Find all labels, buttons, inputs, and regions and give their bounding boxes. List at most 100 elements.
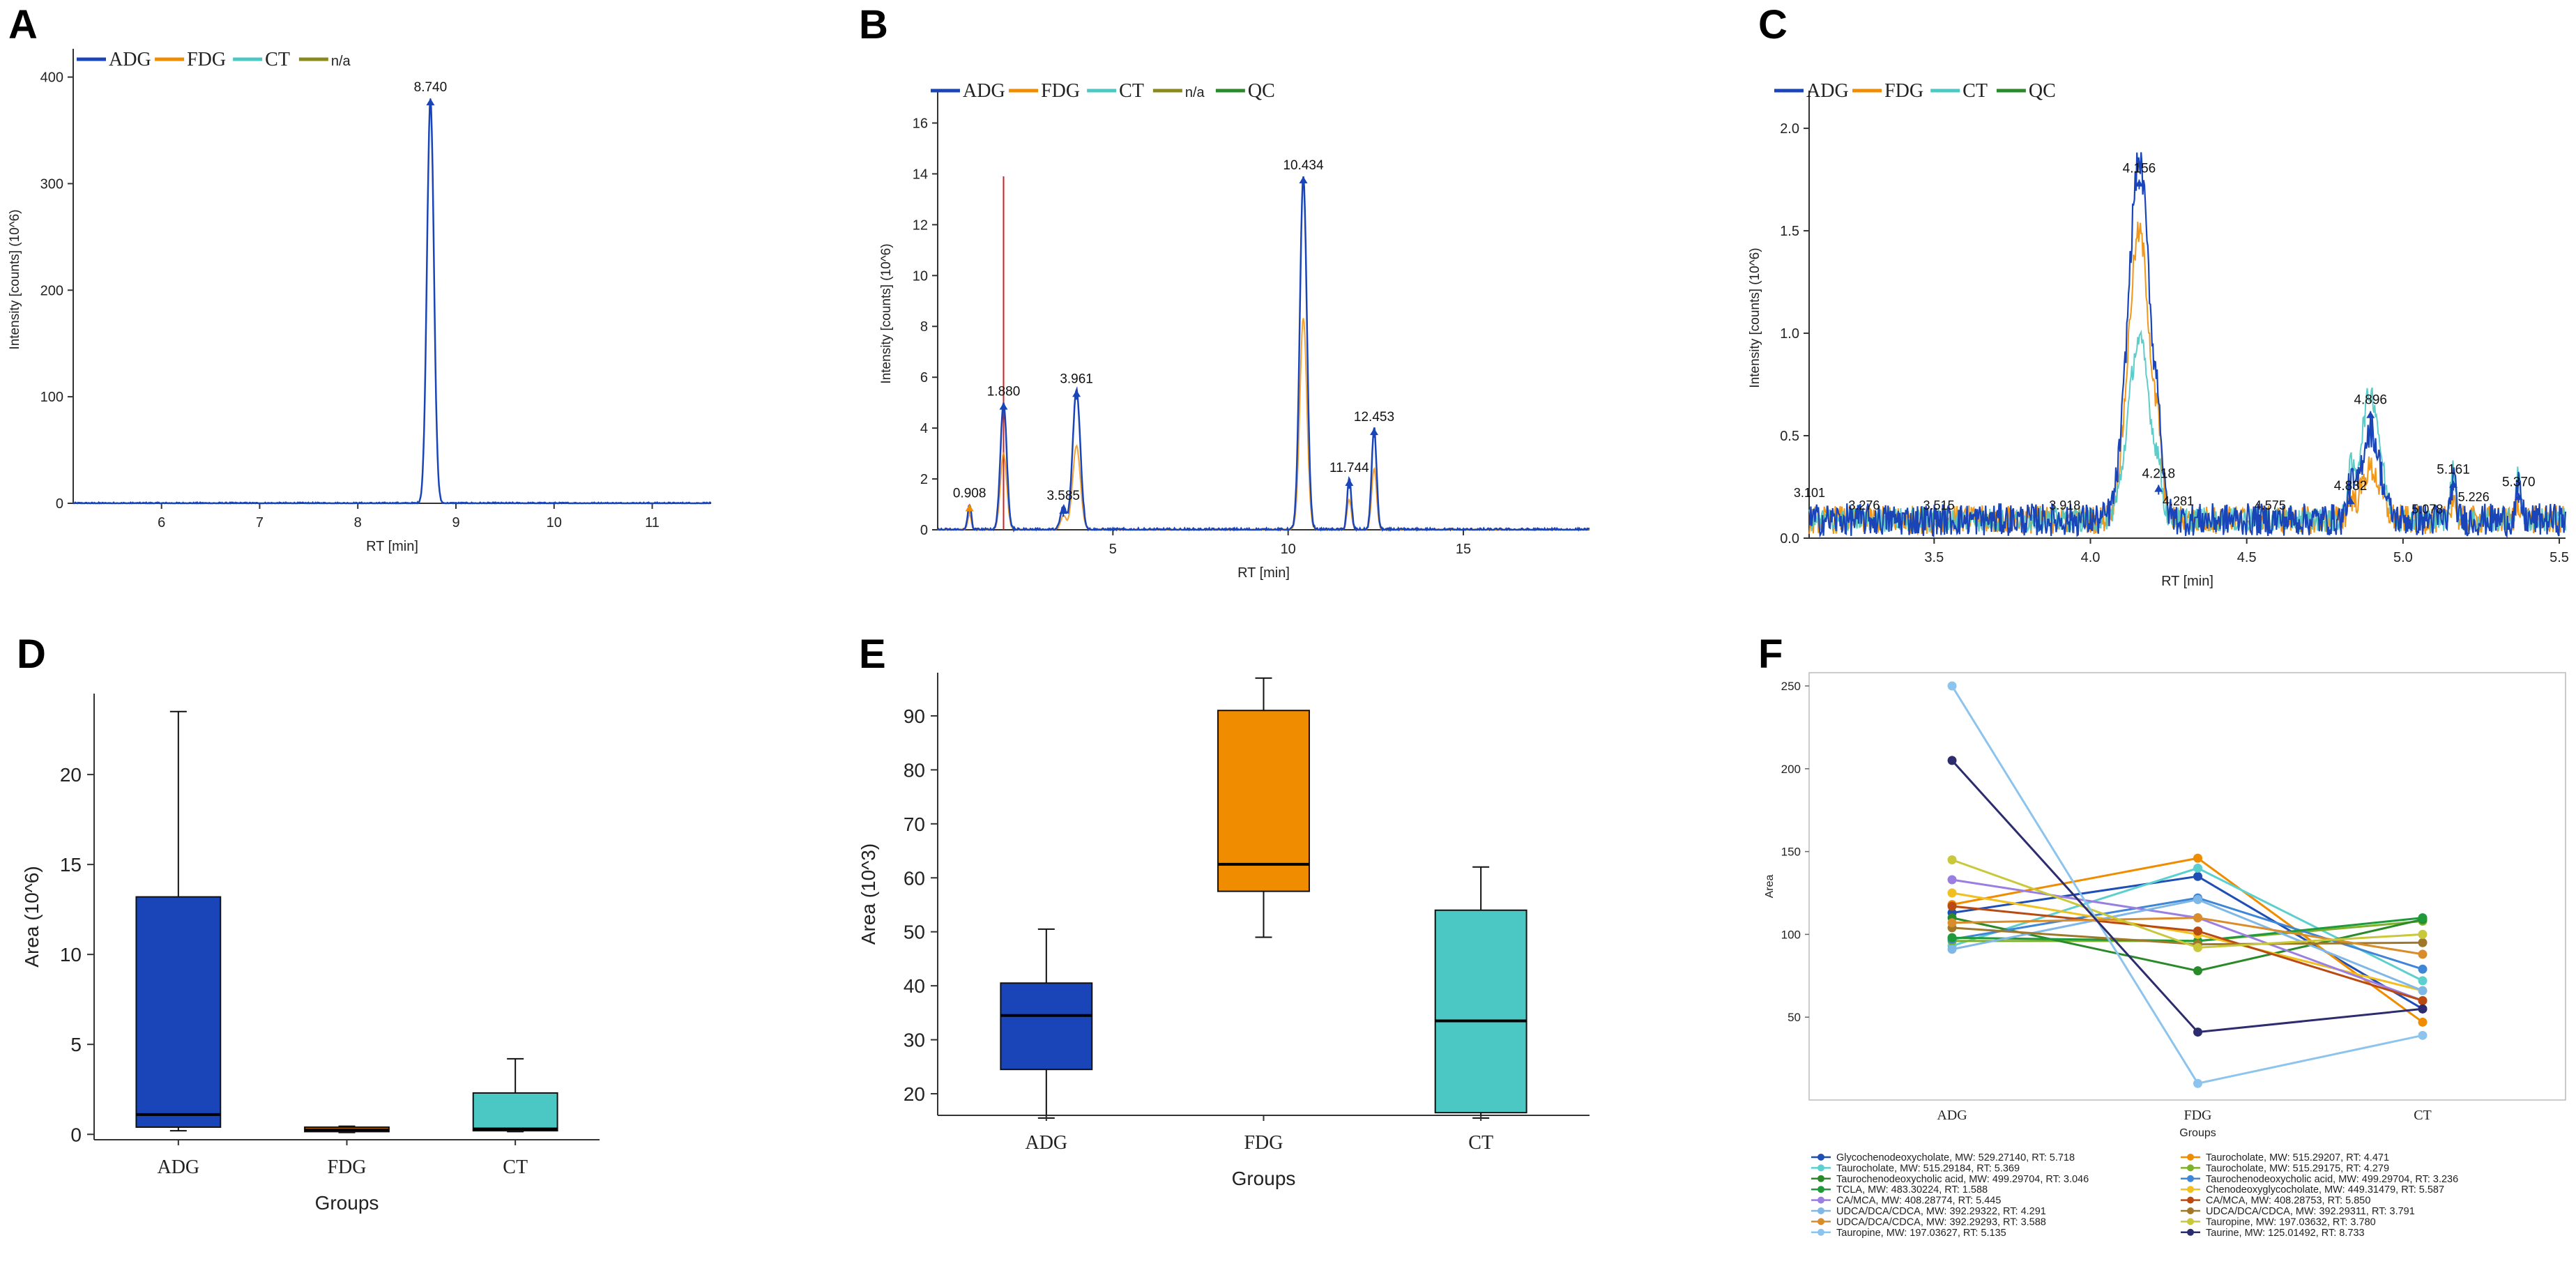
x-tick-label-C: 5.5 — [2550, 550, 2569, 565]
y-tick-label-A: 0 — [56, 496, 63, 512]
y-tick-label-E: 40 — [904, 975, 925, 997]
legend-marker-F — [2187, 1196, 2194, 1204]
y-tick-label-B: 10 — [913, 268, 928, 284]
legend-marker-F — [1817, 1186, 1824, 1193]
legend-label-ADG: ADG — [109, 49, 151, 70]
chart-E: 20 30 40 50 60 70 80 90 ADG FDG CT Groups Area (10^3… — [858, 673, 1590, 1189]
series-point-F — [2193, 966, 2202, 976]
trace-A-ADG — [73, 99, 712, 505]
x-tick-label-F: FDG — [2183, 1108, 2211, 1123]
series-point-F — [1947, 933, 1957, 942]
rt-label-C: 3.101 — [1794, 486, 1825, 500]
peak-label-B: 0.908 — [953, 487, 986, 501]
legend-label-CT: CT — [1963, 80, 1988, 102]
panel-label-E: E — [859, 632, 886, 677]
x-tick-label-A: 8 — [354, 515, 362, 530]
legend-marker-F — [1817, 1207, 1824, 1214]
peak-label-C: 5.370 — [2502, 475, 2536, 489]
series-point-F — [1947, 945, 1957, 954]
peak-label-B: 11.744 — [1329, 461, 1369, 475]
legend-marker-F — [2187, 1228, 2194, 1236]
series-point-F — [2418, 929, 2428, 939]
y-tick-label-F: 100 — [1781, 928, 1801, 941]
y-tick-label-B: 2 — [920, 472, 928, 487]
panel-label-F: F — [1758, 632, 1783, 677]
x-tick-label-B: 5 — [1109, 542, 1117, 557]
peak-label-C: 4.832 — [2334, 479, 2368, 494]
x-tick-label-A: 11 — [645, 515, 660, 530]
panel-label-B: B — [859, 2, 888, 47]
series-point-F — [2193, 1078, 2202, 1088]
y-axis-title-F: Area — [1764, 875, 1776, 899]
legend-label-F: Taurochenodeoxycholic acid, MW: 499.2970… — [2206, 1174, 2458, 1185]
legend-marker-F — [1817, 1196, 1824, 1204]
y-tick-label-C: 0.5 — [1780, 429, 1799, 444]
y-tick-label-D: 10 — [60, 944, 82, 965]
x-axis-title-C: RT [min] — [2161, 574, 2213, 589]
legend-marker-F — [2187, 1154, 2194, 1161]
x-tick-label-C: 3.5 — [1924, 550, 1944, 565]
box-CT — [472, 1092, 558, 1132]
x-tick-label-E: CT — [1468, 1132, 1493, 1154]
y-axis-title-B: Intensity [counts] (10^6) — [879, 243, 894, 383]
x-tick-label-A: 9 — [452, 515, 459, 530]
peak-label-C: 4.896 — [2354, 393, 2387, 408]
peak-label-B: 12.453 — [1354, 410, 1394, 425]
legend-marker-F — [1817, 1218, 1824, 1225]
x-tick-label-E: FDG — [1244, 1132, 1283, 1154]
x-tick-label-F: CT — [2414, 1108, 2432, 1123]
legend-marker-F — [2187, 1186, 2194, 1193]
series-point-F — [2418, 1017, 2428, 1027]
chart-C: 0.0 0.5 1.0 1.5 2.0 3.5 4.0 4.5 5.0 5.5 RT [min] In… — [1748, 80, 2569, 589]
y-tick-label-E: 20 — [904, 1083, 925, 1105]
legend-label-F: CA/MCA, MW: 408.28774, RT: 5.445 — [1836, 1196, 2001, 1207]
legend-label-F: UDCA/DCA/CDCA, MW: 392.29322, RT: 4.291 — [1836, 1206, 2046, 1217]
legend-label-ADG: ADG — [1806, 80, 1849, 102]
y-tick-label-F: 150 — [1781, 846, 1801, 859]
box-ADG — [135, 896, 222, 1128]
legend-marker-F — [2187, 1175, 2194, 1182]
y-tick-label-E: 80 — [904, 759, 925, 781]
x-tick-label-C: 5.0 — [2393, 550, 2413, 565]
legend-label-F: Tauropine, MW: 197.03632, RT: 3.780 — [2206, 1216, 2376, 1228]
x-tick-label-F: ADG — [1937, 1108, 1967, 1123]
y-tick-label-A: 400 — [40, 70, 63, 86]
panel-label-C: C — [1758, 2, 1788, 47]
rt-label-C: 4.575 — [2255, 498, 2286, 512]
series-point-F — [2418, 995, 2428, 1005]
series-point-F — [2193, 1028, 2202, 1037]
legend-label-F: Glycochenodeoxycholate, MW: 529.27140, R… — [1836, 1152, 2075, 1163]
y-tick-label-D: 15 — [60, 854, 82, 876]
legend-marker-F — [2187, 1164, 2194, 1172]
y-tick-label-D: 0 — [70, 1124, 82, 1145]
x-tick-label-B: 15 — [1456, 542, 1471, 557]
y-tick-label-C: 1.5 — [1780, 224, 1799, 239]
y-tick-label-C: 2.0 — [1780, 121, 1799, 137]
y-tick-label-F: 50 — [1788, 1011, 1801, 1024]
y-tick-label-B: 16 — [913, 116, 928, 131]
y-tick-label-A: 100 — [40, 390, 63, 405]
series-point-F — [2418, 949, 2428, 959]
legend-marker-F — [1817, 1154, 1824, 1161]
y-tick-label-C: 1.0 — [1780, 326, 1799, 342]
y-tick-label-B: 8 — [920, 319, 928, 335]
legend-label-FDG: FDG — [187, 49, 226, 70]
y-tick-label-A: 300 — [40, 176, 63, 192]
x-tick-label-B: 10 — [1281, 542, 1296, 557]
legend-label-F: UDCA/DCA/CDCA, MW: 392.29293, RT: 3.588 — [1836, 1216, 2046, 1228]
series-point-F — [2193, 853, 2202, 863]
chart-B: 0 2 4 6 8 10 12 14 16 5 10 15 RT [min] Intensity [cou… — [879, 80, 1590, 581]
legend-label-F: UDCA/DCA/CDCA, MW: 392.29311, RT: 3.791 — [2206, 1206, 2415, 1217]
rt-label-C: 3.276 — [1848, 498, 1880, 512]
legend-label-CT: CT — [265, 49, 290, 70]
trace-B-ADG — [937, 176, 1590, 533]
y-tick-label-B: 0 — [920, 523, 928, 538]
legend-label-F: Chenodeoxyglycocholate, MW: 449.31479, R… — [2206, 1184, 2444, 1196]
y-tick-label-C: 0.0 — [1780, 531, 1799, 547]
series-point-F — [2193, 863, 2202, 873]
chart-D: 0 5 10 15 20 ADG FDG CT Groups Area (10^6) — [21, 694, 600, 1214]
legend-label-n/a: n/a — [1185, 85, 1205, 100]
peak-label-B: 3.585 — [1046, 489, 1080, 503]
legend-label-F: Taurocholate, MW: 515.29207, RT: 4.471 — [2206, 1152, 2389, 1163]
series-point-F — [2418, 913, 2428, 923]
